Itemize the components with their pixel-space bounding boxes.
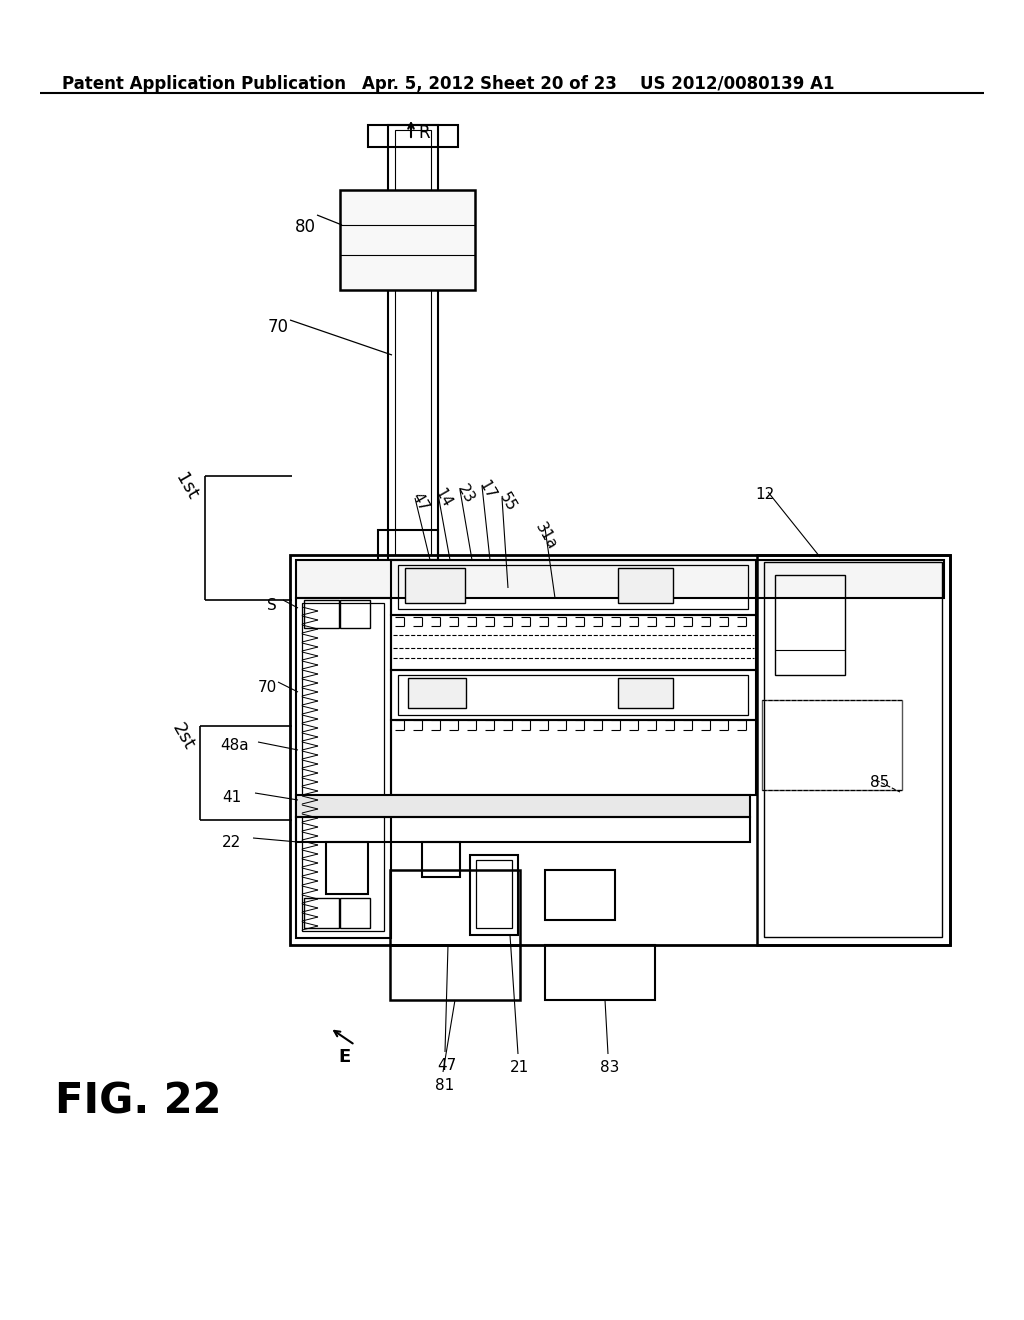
- Bar: [391, 671, 756, 719]
- Text: 47: 47: [437, 1059, 457, 1073]
- Bar: [395, 129, 431, 554]
- Text: 12: 12: [755, 487, 774, 502]
- Text: 23: 23: [454, 482, 477, 507]
- Text: E: E: [338, 1048, 350, 1067]
- Text: FIG. 22: FIG. 22: [55, 1080, 221, 1122]
- Bar: [470, 855, 518, 935]
- Bar: [296, 598, 391, 939]
- Text: 22: 22: [222, 836, 242, 850]
- Text: 41: 41: [222, 789, 242, 805]
- Text: 21: 21: [510, 1060, 529, 1074]
- Bar: [408, 678, 466, 708]
- Text: 17: 17: [476, 478, 499, 502]
- Bar: [390, 945, 520, 1001]
- Bar: [390, 870, 520, 945]
- Text: 31a: 31a: [532, 520, 559, 552]
- Bar: [545, 945, 655, 1001]
- Bar: [391, 719, 756, 795]
- Bar: [304, 601, 339, 628]
- Bar: [290, 554, 950, 945]
- Bar: [296, 795, 750, 817]
- Bar: [378, 531, 438, 560]
- Text: 55: 55: [496, 490, 518, 515]
- Bar: [764, 562, 942, 937]
- Text: 2st: 2st: [168, 719, 198, 754]
- Bar: [398, 675, 748, 715]
- Bar: [545, 870, 615, 920]
- Bar: [340, 601, 370, 628]
- Bar: [422, 842, 460, 876]
- Text: Apr. 5, 2012: Apr. 5, 2012: [362, 75, 475, 92]
- Text: Patent Application Publication: Patent Application Publication: [62, 75, 346, 92]
- Bar: [296, 817, 750, 842]
- Bar: [340, 190, 475, 290]
- Text: Sheet 20 of 23: Sheet 20 of 23: [480, 75, 616, 92]
- Text: 70: 70: [268, 318, 289, 337]
- Text: 47: 47: [409, 490, 431, 515]
- Text: US 2012/0080139 A1: US 2012/0080139 A1: [640, 75, 835, 92]
- Text: 70: 70: [258, 680, 278, 696]
- Bar: [388, 125, 438, 560]
- Bar: [398, 565, 748, 609]
- Bar: [775, 576, 845, 675]
- Bar: [391, 615, 756, 671]
- Text: 48a: 48a: [220, 738, 249, 752]
- Bar: [762, 700, 902, 789]
- Bar: [302, 603, 384, 931]
- Text: 85: 85: [870, 775, 889, 789]
- Bar: [304, 898, 339, 928]
- Bar: [618, 568, 673, 603]
- Bar: [618, 678, 673, 708]
- Text: 83: 83: [600, 1060, 620, 1074]
- Text: R: R: [418, 124, 430, 143]
- Text: 80: 80: [295, 218, 316, 236]
- Bar: [368, 125, 458, 147]
- Bar: [340, 898, 370, 928]
- Bar: [391, 560, 756, 615]
- Bar: [757, 554, 950, 945]
- Bar: [476, 861, 512, 928]
- Bar: [326, 842, 368, 894]
- Bar: [296, 560, 944, 598]
- Text: 81: 81: [435, 1078, 455, 1093]
- Text: S: S: [267, 598, 276, 612]
- Text: 14: 14: [432, 486, 455, 510]
- Bar: [406, 568, 465, 603]
- Text: 1st: 1st: [172, 470, 202, 503]
